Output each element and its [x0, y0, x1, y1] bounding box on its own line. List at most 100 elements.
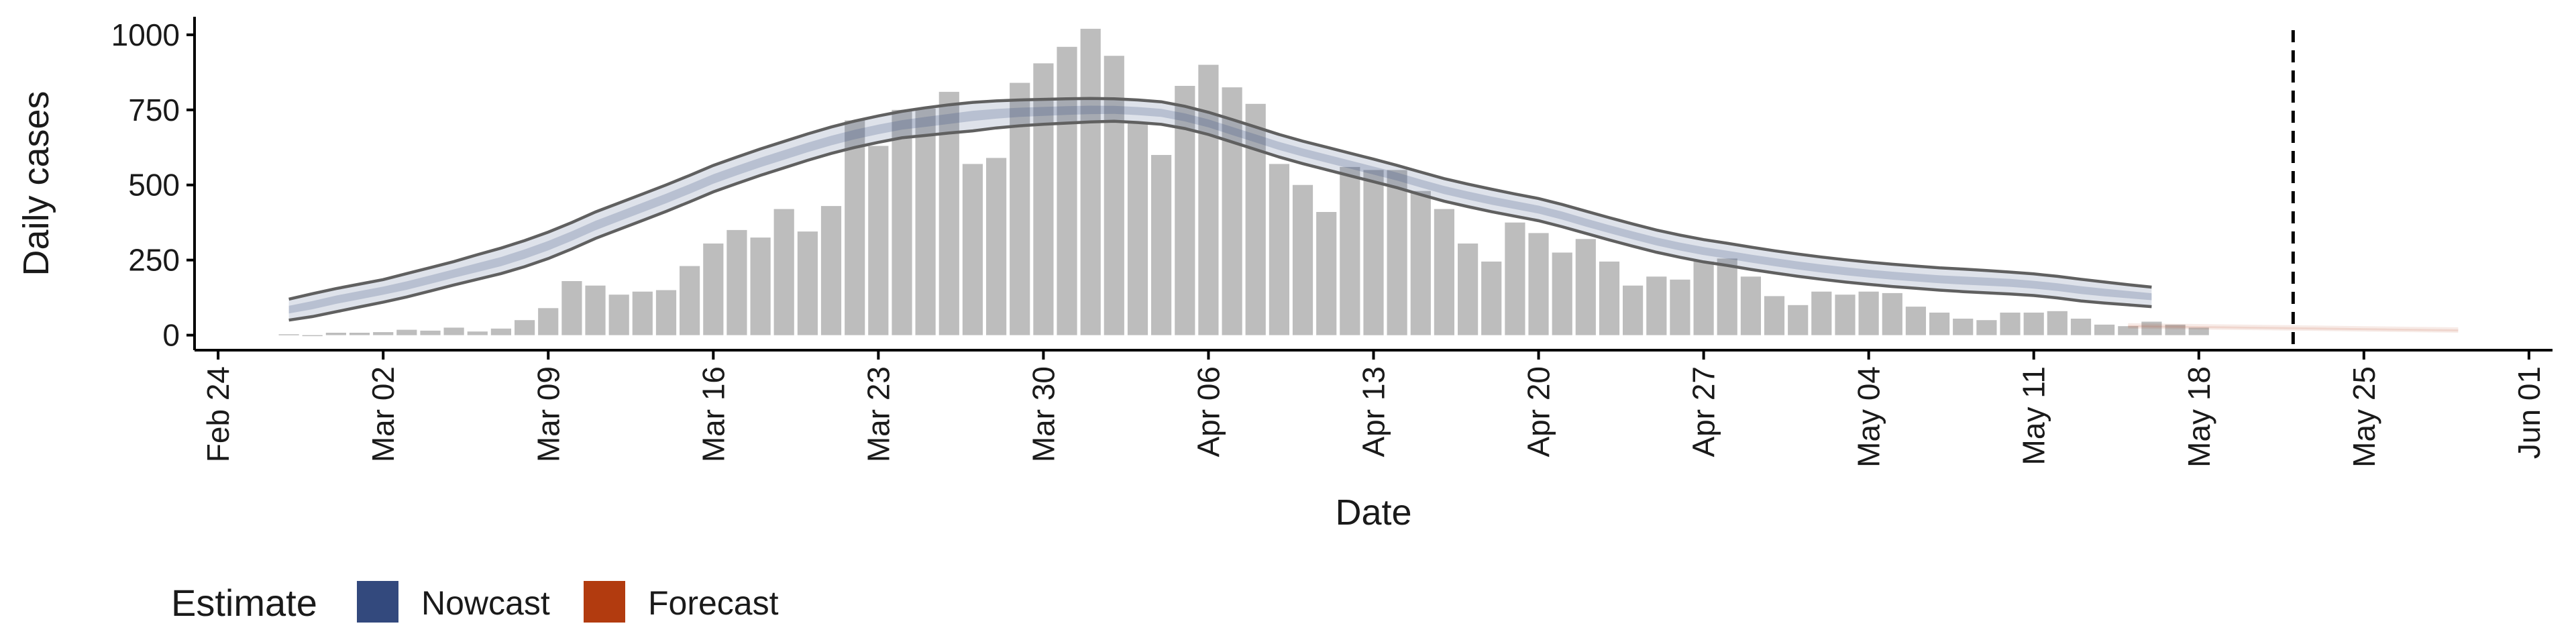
bar [1552, 252, 1572, 335]
x-tick-label: Feb 24 [201, 366, 235, 462]
bar [1623, 285, 1644, 335]
nowcast-lower-line [288, 119, 2152, 322]
bar [1764, 296, 1785, 335]
bar [1811, 291, 1832, 335]
bar [515, 320, 535, 335]
x-tick-label: Mar 09 [531, 366, 566, 462]
bar [1528, 233, 1549, 335]
bar [1693, 261, 1714, 335]
bar [1057, 46, 1077, 335]
forecast-core-band [2128, 325, 2459, 331]
bar [750, 237, 771, 335]
bar [632, 291, 653, 335]
bar [1835, 294, 1856, 335]
y-tick-label: 250 [128, 243, 180, 278]
bar [2165, 324, 2186, 335]
x-tick-label: Jun 01 [2512, 366, 2546, 459]
bar [2118, 326, 2139, 335]
bar [373, 332, 394, 335]
x-ticks: Feb 24 Mar 02 Mar 09 Mar 16 Mar 23 Mar 30 Apr … [201, 350, 2546, 468]
bar [1198, 64, 1219, 335]
forecast-band [2128, 323, 2459, 333]
bar [703, 244, 724, 335]
bar [1387, 170, 1407, 335]
y-tick-label: 0 [162, 318, 180, 353]
x-tick-label: Mar 23 [861, 366, 896, 462]
bar [1458, 244, 1479, 335]
bar [1505, 222, 1525, 335]
x-axis-title: Date [1335, 492, 1411, 533]
bar [962, 164, 983, 335]
bar [608, 294, 629, 335]
x-tick-label: Mar 16 [696, 366, 731, 462]
bar [1976, 320, 1997, 335]
bar [561, 281, 582, 335]
legend-title: Estimate [171, 582, 317, 624]
bar [420, 330, 441, 335]
x-tick-label: May 18 [2182, 366, 2216, 468]
bar [302, 335, 323, 337]
bar [820, 206, 842, 335]
bar [2141, 321, 2162, 335]
bar [2188, 327, 2209, 335]
bar [1151, 155, 1172, 335]
bar [467, 331, 488, 335]
bar [1104, 56, 1124, 335]
bar [1599, 261, 1620, 335]
bar [2094, 324, 2115, 335]
bar [538, 308, 559, 335]
y-tick-label: 750 [128, 93, 180, 127]
bar [2047, 311, 2068, 335]
bar [680, 266, 700, 335]
legend-label-forecast: Forecast [648, 584, 779, 622]
bar [892, 109, 912, 335]
bar [773, 209, 794, 335]
bar [1788, 305, 1809, 335]
bar [1858, 291, 1879, 335]
bar [1245, 103, 1266, 335]
bar [868, 146, 889, 335]
bar [490, 328, 511, 335]
bar [1905, 307, 1926, 335]
bar [1222, 87, 1242, 335]
bar [278, 334, 299, 335]
bars-layer [278, 28, 2209, 337]
bar [325, 333, 346, 335]
nowcast-upper-line [288, 97, 2152, 301]
bar [1670, 279, 1690, 335]
nowcast-band [288, 98, 2152, 321]
bar [1953, 319, 1974, 335]
bar [2070, 319, 2092, 335]
y-tick-label: 1000 [111, 17, 180, 52]
x-tick-label: May 25 [2347, 366, 2381, 468]
y-ticks: 0 250 500 750 1000 [111, 17, 195, 353]
x-tick-label: Apr 27 [1686, 366, 1721, 458]
bar [1481, 261, 1502, 335]
bar [1434, 209, 1454, 335]
x-tick-label: May 04 [1851, 366, 1886, 468]
bar [443, 327, 464, 335]
x-tick-label: Apr 06 [1191, 366, 1226, 458]
bar [1292, 184, 1313, 335]
bar [1340, 166, 1360, 335]
bar [845, 120, 865, 335]
bar [1882, 292, 1902, 335]
bar [1316, 212, 1337, 335]
x-tick-label: May 11 [2017, 366, 2051, 465]
bar [2023, 313, 2044, 335]
legend: Estimate Nowcast Forecast [171, 581, 779, 624]
bar [1033, 63, 1054, 335]
bar [1646, 276, 1667, 335]
bar [1127, 121, 1148, 335]
bar [915, 108, 936, 335]
x-tick-label: Apr 13 [1356, 366, 1391, 458]
x-tick-label: Mar 30 [1026, 366, 1061, 462]
bar [2000, 313, 2021, 335]
bar [349, 333, 370, 335]
y-axis-title: Daily cases [16, 91, 56, 276]
bar [396, 329, 417, 335]
legend-key-nowcast [357, 581, 398, 623]
bar [1929, 313, 1950, 335]
bar [797, 231, 818, 335]
bar [1740, 276, 1761, 335]
